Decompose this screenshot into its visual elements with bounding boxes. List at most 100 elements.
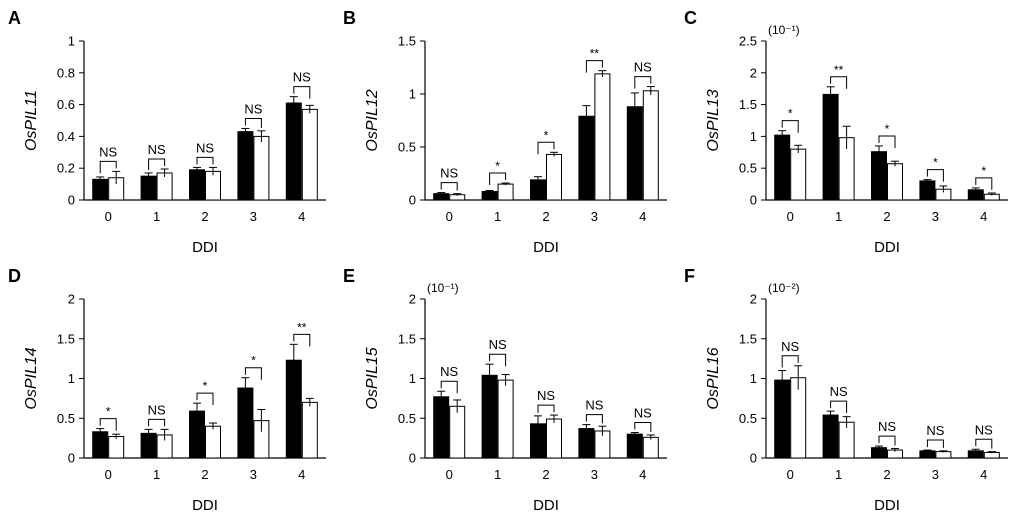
bar-white [642, 90, 659, 201]
x-tick-label: 1 [494, 209, 501, 224]
y-tick-label: 1 [750, 129, 757, 144]
y-axis-label-gene: PIL13 [705, 89, 722, 131]
significance-label: NS [99, 144, 117, 159]
significance-label: NS [585, 398, 603, 413]
panel-letter: B [343, 8, 356, 28]
significance-label: NS [634, 406, 652, 421]
y-axis-label: OsPIL15 [364, 347, 381, 409]
y-axis-label-gene: PIL11 [23, 90, 40, 131]
significance-label: NS [148, 142, 166, 157]
y-axis-label: OsPIL11 [23, 90, 40, 151]
y-tick-label: 0.2 [57, 161, 75, 176]
x-tick-label: 0 [446, 467, 453, 482]
bar-black [919, 450, 936, 459]
y-tick-label: 2.5 [739, 34, 757, 49]
bar-black [626, 106, 643, 201]
x-axis-label: DDI [192, 239, 218, 256]
x-tick-label: 3 [932, 467, 939, 482]
significance-label: NS [148, 402, 166, 417]
y-tick-label: 2 [68, 292, 75, 307]
bar-white [790, 377, 807, 459]
significance-label: NS [440, 364, 458, 379]
significance-label: NS [830, 384, 848, 399]
significance-bracket [830, 76, 848, 89]
significance-bracket [781, 355, 799, 368]
significance-label: NS [926, 423, 944, 438]
y-tick-label: 1 [750, 371, 757, 386]
x-tick-label: 3 [250, 467, 257, 482]
y-tick-label: 2 [750, 292, 757, 307]
y-tick-label: 1.5 [739, 97, 757, 112]
bar-white [301, 108, 318, 201]
significance-bracket [878, 135, 896, 148]
y-axis-label-prefix: Os [364, 131, 381, 151]
y-tick-label: 0 [68, 193, 75, 208]
significance-label: * [106, 405, 111, 419]
panel-a: A 0 0.2 0.4 0.6 0.8 1 OsPIL11 DDI 0 NS 1 NS 2 NS 3 NS 4 NS [8, 8, 326, 256]
significance-bracket [293, 86, 311, 99]
y-tick-label: 0.6 [57, 97, 75, 112]
significance-bracket [634, 422, 652, 432]
x-tick-label: 1 [494, 467, 501, 482]
significance-label: NS [244, 101, 262, 116]
bar-white [156, 172, 173, 201]
panel-b: B 0 0.5 1 1.5 OsPIL12 DDI 0 NS 1 * 2 * 3 ** 4 NS [343, 8, 667, 256]
significance-bracket [99, 160, 117, 174]
y-tick-label: 0 [409, 193, 416, 208]
significance-label: ** [590, 47, 600, 61]
y-axis-label-gene: PIL14 [23, 347, 40, 389]
significance-bracket [975, 177, 993, 190]
y-axis-label-prefix: Os [23, 389, 40, 409]
bar-white [983, 451, 1000, 459]
bar-black [481, 191, 498, 201]
bar-white [205, 170, 221, 201]
y-tick-label: 0 [750, 451, 757, 466]
significance-label: * [933, 156, 938, 170]
x-axis-label: DDI [533, 239, 559, 256]
x-tick-label: 4 [639, 467, 646, 482]
significance-bracket [99, 418, 117, 431]
y-tick-label: 2 [750, 65, 757, 80]
significance-bracket [148, 158, 166, 170]
bar-white [497, 183, 514, 201]
x-tick-label: 0 [105, 209, 112, 224]
x-tick-label: 4 [298, 209, 305, 224]
bar-black [822, 414, 839, 459]
y-axis-label: OsPIL14 [23, 347, 40, 409]
panel-e: E 0 0.5 1 1.5 2 (10⁻¹) OsPIL15 DDI 0 NS 1 NS 2 NS 3 NS 4 N… [343, 266, 667, 514]
significance-label: * [203, 379, 208, 393]
y-tick-label: 1 [68, 34, 75, 49]
significance-bracket [489, 353, 507, 367]
bar-white [546, 153, 562, 201]
y-axis-label-prefix: Os [705, 389, 722, 409]
significance-bracket [244, 367, 262, 380]
x-tick-label: 4 [298, 467, 305, 482]
significance-label: NS [489, 337, 507, 352]
y-tick-label: 0 [68, 451, 75, 466]
significance-label: NS [634, 60, 652, 75]
significance-bracket [440, 182, 458, 191]
bar-black [774, 134, 791, 201]
y-tick-label: 0.5 [57, 411, 75, 426]
significance-label: NS [537, 388, 555, 403]
panel-c: C 0 0.5 1 1.5 2 2.5 (10⁻¹) OsPIL13 DDI 0 * 1 ** 2 * 3 * 4 * [684, 8, 1008, 256]
significance-bracket [585, 414, 603, 424]
bar-white [449, 405, 466, 459]
y-tick-label: 1.5 [398, 34, 416, 49]
significance-bracket [781, 120, 799, 133]
x-tick-label: 4 [639, 209, 646, 224]
bar-black [481, 374, 498, 459]
bar-white [546, 418, 562, 459]
y-tick-label: 0.5 [739, 411, 757, 426]
y-axis-label-prefix: Os [705, 131, 722, 151]
bar-black [237, 387, 254, 459]
bar-black [237, 131, 254, 201]
significance-bracket [440, 380, 458, 394]
scale-note: (10⁻²) [768, 281, 800, 295]
scale-note: (10⁻¹) [768, 23, 800, 37]
x-tick-label: 2 [883, 467, 890, 482]
bar-black [92, 178, 109, 201]
significance-bracket [975, 438, 993, 449]
significance-label: * [885, 122, 890, 136]
